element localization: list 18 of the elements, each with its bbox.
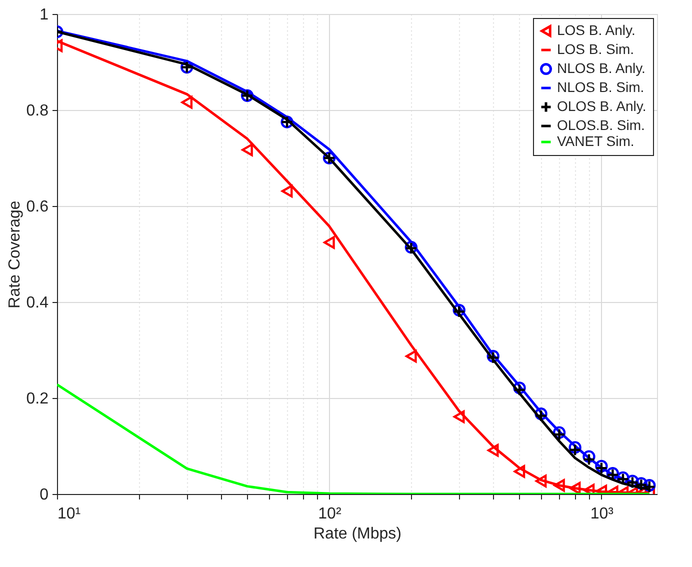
legend-label: OLOS B. Anly. xyxy=(557,98,646,114)
legend-label: NLOS B. Sim. xyxy=(557,79,644,95)
y-tick-label: 0.4 xyxy=(26,294,49,312)
x-tick-label: 10² xyxy=(318,506,342,522)
x-axis-title: Rate (Mbps) xyxy=(313,526,402,542)
y-tick-label: 0.2 xyxy=(26,390,49,408)
legend-label: VANET Sim. xyxy=(557,133,634,149)
x-tick-label: 10³ xyxy=(590,506,614,522)
legend-label: LOS B. Anly. xyxy=(557,22,636,38)
y-tick-label: 0.8 xyxy=(26,102,49,120)
legend-label: NLOS B. Anly. xyxy=(557,60,646,76)
y-tick-label: 0 xyxy=(40,486,49,504)
y-tick-label: 0.6 xyxy=(26,198,49,216)
y-tick-label: 1 xyxy=(40,6,49,24)
legend-label: LOS B. Sim. xyxy=(557,41,634,57)
y-axis-title: Rate Coverage xyxy=(6,200,24,308)
x-tick-label: 10¹ xyxy=(58,506,81,522)
legend-label: OLOS.B. Sim. xyxy=(557,117,645,133)
